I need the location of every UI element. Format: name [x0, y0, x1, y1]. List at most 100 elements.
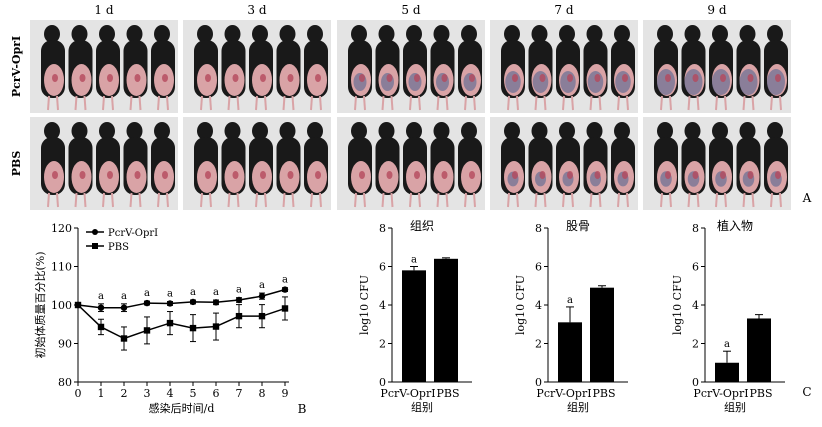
legend-marker [92, 243, 98, 249]
mouse-leg [696, 95, 700, 111]
mouse-head [126, 122, 143, 140]
x-tick-label: PBS [592, 387, 615, 400]
mouse-figure [68, 25, 93, 111]
mouse-leg [589, 95, 593, 111]
mouse-figure [736, 122, 761, 208]
mouse-leg [724, 192, 727, 208]
mouse-leg [310, 192, 313, 208]
mouse-leg [660, 95, 663, 111]
mouse-leg [571, 95, 574, 111]
mouse-head [154, 122, 170, 140]
y-tick-label: 90 [58, 338, 72, 351]
mouse-head [767, 25, 783, 43]
bruise-area [767, 69, 785, 95]
mouse-head [197, 122, 213, 140]
mouse-head [614, 25, 630, 43]
x-tick-label: PBS [436, 387, 459, 400]
significance-label: a [167, 289, 173, 300]
mouse-leg [598, 95, 602, 111]
mouse-head [739, 122, 756, 140]
mouse-head [433, 25, 450, 43]
wound-area [720, 74, 726, 82]
mouse-leg [236, 95, 240, 111]
wound-area [594, 74, 601, 82]
mouse-head [71, 122, 88, 140]
group-row-label: PcrV-OprI [10, 36, 23, 97]
wound-area [775, 74, 781, 82]
mouse-head [586, 122, 603, 140]
mouse-leg [319, 95, 322, 111]
wound-area [134, 171, 141, 179]
mouse-figure [764, 122, 788, 208]
significance-label: a [213, 287, 219, 298]
wound-area [622, 171, 628, 179]
mouse-leg [687, 95, 691, 111]
mouse-photo [490, 117, 638, 210]
wound-area [567, 74, 573, 82]
y-tick-label: 2 [379, 338, 386, 351]
x-tick-label: PcrV-OprI [380, 387, 435, 400]
mouse-leg [473, 192, 476, 208]
mouse-figure [501, 122, 525, 208]
mouse-figure [528, 25, 553, 111]
mouse-figure [249, 122, 273, 208]
mouse-figure [151, 25, 175, 111]
wound-area [315, 171, 321, 179]
wound-area [512, 171, 518, 179]
mouse-leg [227, 192, 231, 208]
mouse-leg [715, 192, 718, 208]
bar [747, 318, 771, 382]
wound-area [359, 171, 365, 179]
y-tick-label: 0 [692, 376, 699, 389]
wound-area [512, 74, 518, 82]
mouse-figure [96, 25, 120, 111]
mouse-head [461, 122, 477, 140]
mouse-leg [209, 95, 212, 111]
x-tick-label: 9 [282, 387, 289, 400]
data-point [258, 312, 266, 320]
mouse-figure [736, 25, 761, 111]
mouse-leg [464, 192, 467, 208]
wound-area [414, 74, 420, 82]
mouse-head [531, 122, 548, 140]
chart-title: 组织 [410, 219, 434, 233]
mouse-leg [47, 95, 50, 111]
mouse-head [712, 25, 728, 43]
mouse-leg [507, 192, 510, 208]
mouse-head [252, 122, 268, 140]
mouse-head [657, 25, 673, 43]
x-tick-label: 7 [236, 387, 243, 400]
y-tick-label: 110 [51, 261, 72, 274]
significance-label: a [282, 275, 288, 286]
mouse-figure [96, 122, 120, 208]
mouse-photo [490, 20, 638, 113]
mouse-leg [111, 192, 114, 208]
day-label: 5 d [401, 3, 420, 17]
mouse-leg [354, 95, 357, 111]
mouse-figure [458, 122, 482, 208]
mouse-figure [458, 25, 482, 111]
mouse-leg [669, 192, 672, 208]
mouse-leg [102, 192, 105, 208]
mouse-figure [375, 122, 400, 208]
day-label: 3 d [247, 3, 266, 17]
mouse-leg [83, 192, 87, 208]
day-label: 9 d [707, 3, 726, 17]
panel-label-b: B [298, 402, 307, 416]
y-tick-label: 4 [379, 299, 386, 312]
wound-area [260, 74, 266, 82]
mouse-leg [696, 192, 700, 208]
wound-area [567, 171, 573, 179]
bar [434, 258, 458, 382]
y-tick-label: 80 [58, 376, 72, 389]
mouse-leg [390, 95, 394, 111]
data-point [143, 327, 151, 334]
mouse-leg [209, 192, 212, 208]
mouse-head [504, 122, 520, 140]
wound-area [414, 171, 420, 179]
wound-area [205, 74, 211, 82]
mouse-photo [643, 117, 791, 210]
mouse-leg [363, 192, 366, 208]
mouse-leg [166, 95, 169, 111]
mouse-leg [598, 192, 602, 208]
